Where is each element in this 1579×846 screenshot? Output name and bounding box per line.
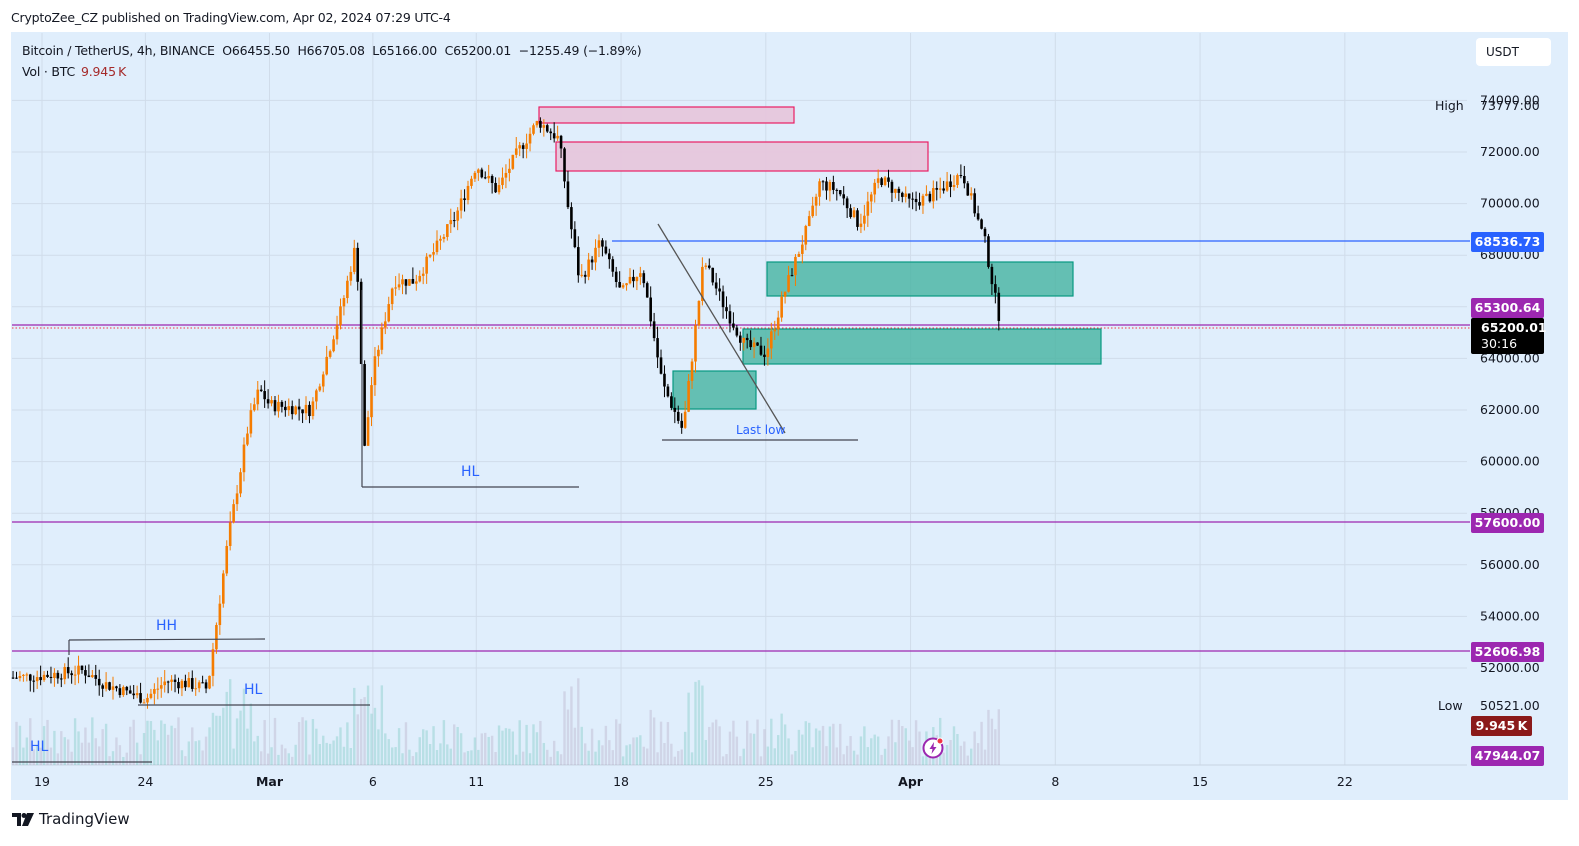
svg-text:74000.00: 74000.00 [1480, 92, 1540, 107]
lightning-alert-icon[interactable] [922, 737, 944, 759]
high-label: High [1435, 98, 1464, 113]
ohlc-high: H66705.08 [297, 43, 365, 58]
ohlc-close: C65200.01 [444, 43, 512, 58]
tradingview-wordmark: TradingView [39, 810, 130, 828]
volume-legend: Vol · BTC 9.945 K [22, 64, 126, 79]
price-tag-purple-1: 65300.64 [1471, 298, 1544, 318]
time-axis[interactable]: 19 24 Mar 6 11 18 25 Apr 8 15 22 [34, 774, 1353, 789]
svg-text:6: 6 [369, 774, 377, 789]
svg-text:Apr: Apr [898, 774, 924, 789]
svg-text:70000.00: 70000.00 [1480, 196, 1540, 211]
price-tag-purple-4: 47944.07 [1471, 746, 1544, 766]
volume-label: Vol · BTC [22, 64, 76, 79]
svg-text:24: 24 [137, 774, 153, 789]
bar-countdown: 30:16 [1481, 336, 1518, 351]
price-tag-blue-line: 68536.73 [1471, 232, 1544, 252]
svg-text:25: 25 [758, 774, 774, 789]
annotation-hh: HH [156, 618, 178, 634]
ohlc-low: L65166.00 [372, 43, 438, 58]
volume-bars [11, 678, 1000, 765]
svg-text:22: 22 [1337, 774, 1353, 789]
price-axis[interactable]: 52000.0054000.0056000.0058000.0060000.00… [1480, 92, 1540, 675]
annotation-hl-feb: HL [244, 682, 263, 698]
symbol-legend: Bitcoin / TetherUS, 4h, BINANCE O66455.5… [22, 43, 642, 58]
svg-text:62000.00: 62000.00 [1480, 402, 1540, 417]
annotation-last-low: Last low [736, 423, 786, 437]
svg-text:Mar: Mar [256, 774, 284, 789]
high-value: 73777.00 [1480, 98, 1540, 113]
svg-text:19: 19 [34, 774, 50, 789]
horizontal-levels [12, 240, 1470, 652]
svg-text:18: 18 [613, 774, 629, 789]
last-price-tag: 65200.01 30:16 [1471, 318, 1547, 354]
svg-text:64000.00: 64000.00 [1480, 350, 1540, 365]
price-tag-purple-2: 57600.00 [1471, 513, 1544, 533]
svg-text:56000.00: 56000.00 [1480, 557, 1540, 572]
price-tag-purple-3: 52606.98 [1471, 642, 1544, 662]
svg-text:8: 8 [1051, 774, 1059, 789]
svg-text:54000.00: 54000.00 [1480, 608, 1540, 623]
svg-text:52000.00: 52000.00 [1480, 660, 1540, 675]
symbol-name: Bitcoin / TetherUS, 4h, BINANCE [22, 43, 215, 58]
svg-text:11: 11 [468, 774, 484, 789]
zones [538, 106, 1102, 410]
svg-text:72000.00: 72000.00 [1480, 144, 1540, 159]
currency-button[interactable]: USDT [1476, 38, 1551, 66]
low-label: Low [1438, 698, 1463, 713]
ohlc-open: O66455.50 [222, 43, 290, 58]
candles [11, 117, 1001, 709]
volume-tag: 9.945 K [1471, 716, 1532, 736]
drawings [12, 223, 858, 763]
publisher-credit: CryptoZee_CZ published on TradingView.co… [11, 10, 451, 25]
svg-text:15: 15 [1192, 774, 1208, 789]
svg-text:60000.00: 60000.00 [1480, 454, 1540, 469]
tradingview-logo-icon [12, 812, 34, 826]
volume-value: 9.945 K [81, 64, 127, 79]
ohlc-change: −1255.49 (−1.89%) [518, 43, 642, 58]
annotation-hl-mar: HL [461, 464, 480, 480]
tradingview-logo[interactable]: TradingView [12, 810, 130, 828]
last-price: 65200.01 [1481, 320, 1547, 335]
low-value: 50521.00 [1480, 698, 1540, 713]
annotation-hl-left: HL [30, 739, 49, 755]
